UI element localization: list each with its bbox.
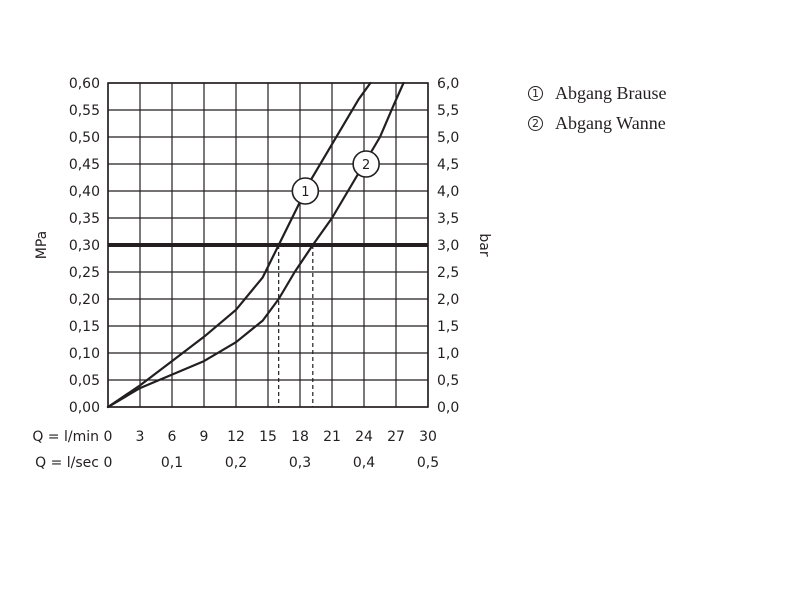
- y-right-tick-label: 2,0: [437, 292, 459, 308]
- y-right-tick-label: 5,0: [437, 130, 459, 146]
- y-left-tick-label: 0,40: [69, 184, 100, 200]
- x-tick-label: 0: [104, 455, 113, 471]
- y-left-tick-label: 0,10: [69, 346, 100, 362]
- legend-badge-2: 2: [528, 115, 543, 131]
- legend-label-1: Abgang Brause: [555, 82, 667, 103]
- x-tick-label: 21: [323, 429, 341, 445]
- x-axis-rows: Q = l/min 0 3 6 9 12 15 18 21 24 27 30 Q = l/sec 0 0,1…: [32, 429, 439, 471]
- series-marker-label-1: 1: [301, 185, 309, 200]
- y-right-tick-label: 5,5: [437, 103, 459, 119]
- x-tick-label: 0,4: [353, 455, 375, 471]
- x-tick-label: 6: [168, 429, 177, 445]
- y-right-tick-label: 4,5: [437, 157, 459, 173]
- y-right-tick-label: 0,5: [437, 373, 459, 389]
- y-left-tick-label: 0,30: [69, 238, 100, 254]
- x-tick-label: 0,2: [225, 455, 247, 471]
- x-tick-label: 18: [291, 429, 309, 445]
- y-right-axis-title: bar: [476, 233, 492, 256]
- series-marker-label-2: 2: [362, 158, 370, 173]
- y-right-ticks: 0,0 0,5 1,0 1,5 2,0 2,5 3,0 3,5 4,0 4,5 5,0 5,5 6,0: [437, 76, 459, 416]
- y-left-tick-label: 0,35: [69, 211, 100, 227]
- x-tick-label: 0: [104, 429, 113, 445]
- legend-label-2: Abgang Wanne: [555, 112, 666, 133]
- x-tick-label: 0,1: [161, 455, 183, 471]
- legend: 1 Abgang Brause 2 Abgang Wanne: [528, 78, 666, 138]
- y-left-tick-label: 0,20: [69, 292, 100, 308]
- y-left-tick-label: 0,05: [69, 373, 100, 389]
- x-tick-label: 30: [419, 429, 437, 445]
- y-right-tick-label: 1,0: [437, 346, 459, 362]
- y-right-tick-label: 1,5: [437, 319, 459, 335]
- x-tick-label: 9: [200, 429, 209, 445]
- x-row-label: Q = l/min: [32, 429, 99, 445]
- y-left-tick-label: 0,15: [69, 319, 100, 335]
- legend-badge-1: 1: [528, 85, 543, 101]
- y-right-tick-label: 4,0: [437, 184, 459, 200]
- y-right-tick-label: 0,0: [437, 400, 459, 416]
- y-right-tick-label: 6,0: [437, 76, 459, 92]
- series-marker-2: [352, 150, 380, 178]
- y-left-tick-label: 0,50: [69, 130, 100, 146]
- y-right-tick-label: 3,0: [437, 238, 459, 254]
- x-tick-label: 27: [387, 429, 405, 445]
- x-tick-label: 3: [136, 429, 145, 445]
- y-left-tick-label: 0,25: [69, 265, 100, 281]
- y-right-tick-label: 2,5: [437, 265, 459, 281]
- x-tick-label: 24: [355, 429, 373, 445]
- x-tick-label: 15: [259, 429, 277, 445]
- y-left-tick-label: 0,55: [69, 103, 100, 119]
- x-tick-label: 0,5: [417, 455, 439, 471]
- series-marker-1: [291, 177, 320, 205]
- curves-group: 12: [106, 81, 405, 409]
- legend-item-1: 1 Abgang Brause: [528, 78, 666, 108]
- y-left-tick-label: 0,60: [69, 76, 100, 92]
- x-tick-label: 0,3: [289, 455, 311, 471]
- x-row-label: Q = l/sec: [35, 455, 99, 471]
- y-right-tick-label: 3,5: [437, 211, 459, 227]
- y-left-tick-label: 0,45: [69, 157, 100, 173]
- series-line-2: [106, 81, 405, 409]
- x-tick-label: 12: [227, 429, 245, 445]
- y-left-axis-title: MPa: [34, 231, 50, 259]
- legend-item-2: 2 Abgang Wanne: [528, 108, 666, 138]
- y-left-tick-label: 0,00: [69, 400, 100, 416]
- y-left-ticks: 0,00 0,05 0,10 0,15 0,20 0,25 0,30 0,35 0,40 0,45…: [69, 76, 100, 416]
